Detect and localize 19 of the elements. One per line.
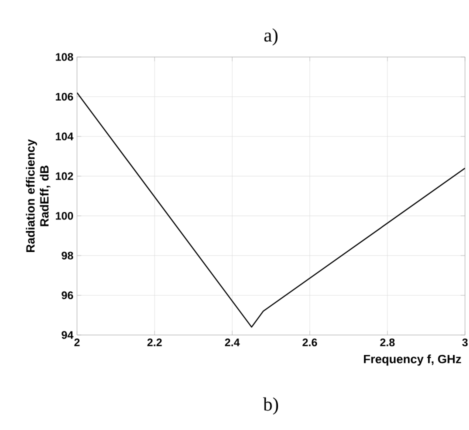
y-tick-label: 100 bbox=[56, 212, 74, 220]
y-tick-label: 96 bbox=[62, 291, 74, 300]
y-tick-label: 102 bbox=[56, 172, 74, 180]
y-tick-label: 106 bbox=[56, 92, 74, 101]
y-tick-label: 104 bbox=[56, 132, 74, 140]
chart-title: a) bbox=[264, 28, 278, 46]
x-tick-label: 2.4 bbox=[224, 338, 240, 346]
y-tick-label: 108 bbox=[56, 53, 74, 61]
y-tick-label: 94 bbox=[62, 331, 74, 339]
x-tick-label: 2.6 bbox=[302, 338, 318, 346]
y-tick-label: 98 bbox=[62, 252, 74, 260]
x-tick-label: 2 bbox=[74, 338, 80, 346]
text: b) bbox=[263, 397, 278, 415]
y-axis-title: Radiation efficiency RadEff, dB bbox=[26, 139, 50, 252]
x-tick-label: 2.8 bbox=[380, 338, 395, 346]
line-series bbox=[77, 92, 466, 328]
x-tick-label: 3 bbox=[462, 338, 468, 346]
x-axis-title: Frequency f, GHz bbox=[364, 354, 462, 366]
x-tick-label: 2.2 bbox=[147, 338, 162, 346]
